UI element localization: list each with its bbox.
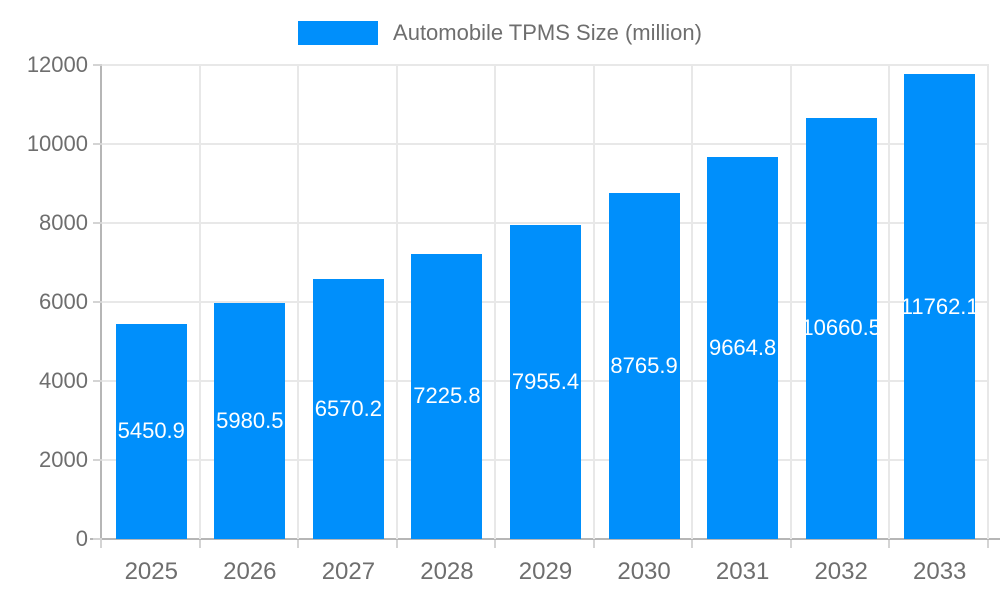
x-axis-tick: [987, 540, 989, 548]
grid-line-vertical: [691, 65, 694, 539]
x-axis-tick-label: 2033: [913, 558, 967, 585]
x-axis-tick: [297, 540, 300, 548]
grid-line-horizontal: [102, 222, 989, 224]
y-axis-tick: [93, 538, 102, 540]
y-axis-tick-label: 12000: [26, 52, 88, 77]
y-axis-tick: [93, 380, 102, 382]
grid-line-vertical: [494, 65, 497, 539]
x-axis-tick-label: 2027: [321, 558, 376, 585]
x-axis-tick: [395, 540, 398, 548]
grid-line-horizontal: [102, 143, 989, 145]
legend-label: Automobile TPMS Size (million): [393, 20, 702, 45]
bar-value-label: 8765.9: [610, 352, 678, 378]
x-axis-tick-label: 2032: [814, 558, 868, 585]
bar-value-label: 7225.8: [413, 383, 481, 409]
bar[interactable]: 5980.5: [214, 302, 286, 539]
bar[interactable]: 10660.5: [805, 117, 877, 539]
legend-marker[interactable]: [298, 21, 379, 45]
y-axis-tick: [93, 301, 102, 303]
y-axis-tick-label: 2000: [39, 447, 88, 472]
x-axis-tick: [198, 540, 201, 548]
legend[interactable]: Automobile TPMS Size (million): [0, 20, 1000, 46]
bar-value-label: 7955.4: [511, 368, 580, 394]
bar-value-label: 6570.2: [314, 396, 383, 422]
x-axis-line: [90, 538, 1000, 540]
grid-line-vertical: [297, 65, 300, 539]
y-axis-tick-label: 4000: [39, 368, 88, 393]
bar[interactable]: 9664.8: [707, 157, 779, 539]
bar-value-label: 9664.8: [708, 335, 777, 361]
bar-value-label: 10660.5: [805, 315, 877, 341]
x-axis-tick-label: 2029: [518, 558, 573, 585]
x-axis-tick: [592, 540, 595, 548]
y-axis-tick-label: 0: [75, 526, 88, 551]
y-axis-tick-label: 6000: [39, 289, 88, 314]
x-axis-tick-label: 2031: [715, 558, 770, 585]
grid-line-vertical: [789, 65, 792, 539]
x-axis-tick: [691, 540, 694, 548]
x-axis-tick-label: 2028: [420, 558, 474, 585]
x-axis-tick: [494, 540, 497, 548]
bar-value-label: 5450.9: [117, 418, 185, 444]
x-axis-tick: [100, 540, 102, 548]
grid-line-horizontal: [102, 64, 989, 66]
grid-line-vertical: [592, 65, 595, 539]
y-axis-tick: [93, 143, 102, 145]
bar[interactable]: 6570.2: [312, 279, 384, 539]
y-axis-tick: [93, 459, 102, 461]
x-axis-tick-label: 2025: [124, 558, 178, 585]
grid-line-vertical: [987, 65, 989, 539]
bar[interactable]: 7955.4: [510, 224, 581, 539]
grid-line-vertical: [395, 65, 398, 539]
bar[interactable]: 7225.8: [411, 253, 483, 539]
x-axis-tick: [789, 540, 792, 548]
plot-area: 5450.9 5980.5 6570.2 7225.8 7955.4 8765.9 9664…: [102, 64, 989, 539]
y-axis-tick: [93, 222, 102, 224]
bar[interactable]: 5450.9: [115, 323, 187, 539]
x-axis-tick-label: 2026: [223, 558, 277, 585]
grid-line-vertical: [888, 65, 891, 539]
bar-value-label: 11762.1: [904, 293, 976, 319]
bar-value-label: 5980.5: [216, 407, 284, 433]
y-axis-tick-label: 8000: [39, 210, 88, 235]
y-axis-tick: [93, 64, 102, 66]
x-axis-tick: [888, 540, 891, 548]
bar[interactable]: 11762.1: [904, 74, 976, 539]
bar[interactable]: 8765.9: [608, 192, 680, 539]
x-axis-tick-label: 2030: [617, 558, 671, 585]
y-axis-tick-label: 10000: [26, 131, 88, 156]
grid-line-vertical: [198, 65, 201, 539]
